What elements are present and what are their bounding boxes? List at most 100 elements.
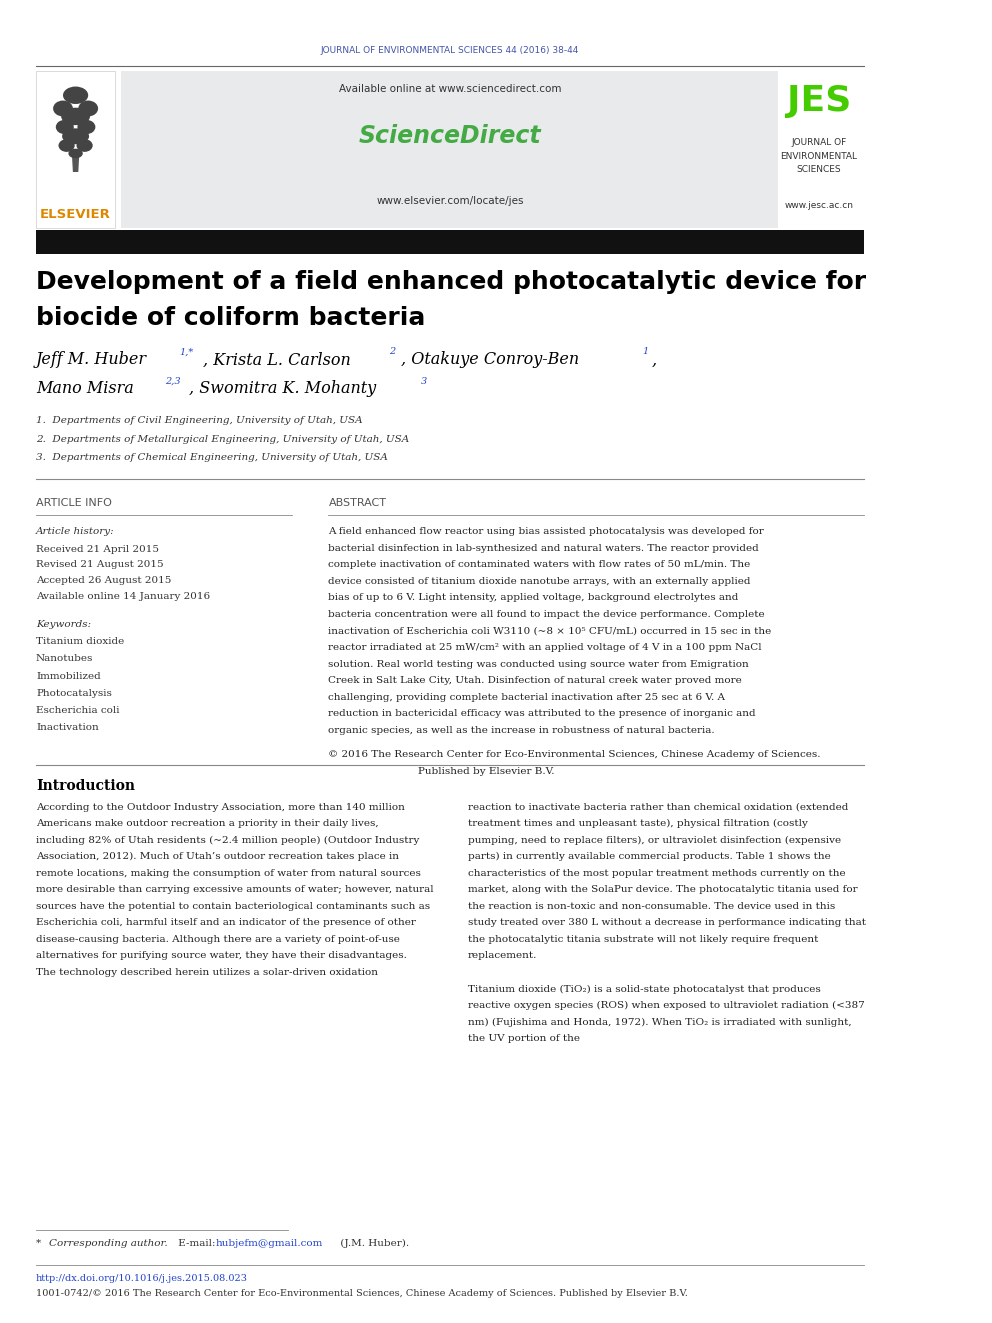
Text: hubjefm@gmail.com: hubjefm@gmail.com	[216, 1240, 323, 1248]
Text: remote locations, making the consumption of water from natural sources: remote locations, making the consumption…	[36, 869, 421, 877]
Text: 3.  Departments of Chemical Engineering, University of Utah, USA: 3. Departments of Chemical Engineering, …	[36, 454, 388, 462]
Text: (J.M. Huber).: (J.M. Huber).	[337, 1240, 410, 1248]
Text: The technology described herein utilizes a solar-driven oxidation: The technology described herein utilizes…	[36, 968, 378, 976]
Text: www.jesc.ac.cn: www.jesc.ac.cn	[785, 201, 853, 209]
Text: device consisted of titanium dioxide nanotube arrays, with an externally applied: device consisted of titanium dioxide nan…	[328, 577, 751, 586]
Text: © 2016 The Research Center for Eco-Environmental Sciences, Chinese Academy of Sc: © 2016 The Research Center for Eco-Envir…	[328, 750, 821, 759]
Text: solution. Real world testing was conducted using source water from Emigration: solution. Real world testing was conduct…	[328, 660, 749, 668]
Text: study treated over 380 L without a decrease in performance indicating that: study treated over 380 L without a decre…	[468, 918, 866, 927]
Text: reactive oxygen species (ROS) when exposed to ultraviolet radiation (<387: reactive oxygen species (ROS) when expos…	[468, 1002, 865, 1009]
Text: Revised 21 August 2015: Revised 21 August 2015	[36, 561, 164, 569]
Text: parts) in currently available commercial products. Table 1 shows the: parts) in currently available commercial…	[468, 852, 830, 861]
Text: According to the Outdoor Industry Association, more than 140 million: According to the Outdoor Industry Associ…	[36, 803, 405, 811]
Text: inactivation of Escherichia coli W3110 (~8 × 10⁵ CFU/mL) occurred in 15 sec in t: inactivation of Escherichia coli W3110 (…	[328, 627, 772, 635]
Text: Mano Misra: Mano Misra	[36, 381, 134, 397]
Text: reactor irradiated at 25 mW/cm² with an applied voltage of 4 V in a 100 ppm NaCl: reactor irradiated at 25 mW/cm² with an …	[328, 643, 762, 652]
Text: ELSEVIER: ELSEVIER	[40, 208, 111, 221]
Ellipse shape	[54, 101, 72, 116]
Text: Escherichia coli, harmful itself and an indicator of the presence of other: Escherichia coli, harmful itself and an …	[36, 918, 416, 927]
FancyBboxPatch shape	[36, 71, 115, 228]
Ellipse shape	[78, 101, 98, 116]
Text: *: *	[36, 1240, 45, 1248]
Text: 1: 1	[643, 348, 649, 356]
Text: Nanotubes: Nanotubes	[36, 655, 93, 663]
Text: alternatives for purifying source water, they have their disadvantages.: alternatives for purifying source water,…	[36, 951, 407, 960]
Text: 2: 2	[389, 348, 395, 356]
Text: Introduction: Introduction	[36, 779, 135, 792]
Ellipse shape	[56, 120, 73, 134]
Polygon shape	[72, 156, 79, 172]
Text: biocide of coliform bacteria: biocide of coliform bacteria	[36, 306, 426, 329]
Text: , Krista L. Carlson: , Krista L. Carlson	[203, 352, 351, 368]
Text: including 82% of Utah residents (~2.4 million people) (Outdoor Industry: including 82% of Utah residents (~2.4 mi…	[36, 836, 420, 844]
Text: treatment times and unpleasant taste), physical filtration (costly: treatment times and unpleasant taste), p…	[468, 819, 807, 828]
Text: 1.  Departments of Civil Engineering, University of Utah, USA: 1. Departments of Civil Engineering, Uni…	[36, 417, 363, 425]
Text: pumping, need to replace filters), or ultraviolet disinfection (expensive: pumping, need to replace filters), or ul…	[468, 836, 841, 844]
Text: Received 21 April 2015: Received 21 April 2015	[36, 545, 159, 553]
Text: reaction to inactivate bacteria rather than chemical oxidation (extended: reaction to inactivate bacteria rather t…	[468, 803, 848, 811]
Text: complete inactivation of contaminated waters with flow rates of 50 mL/min. The: complete inactivation of contaminated wa…	[328, 561, 751, 569]
Text: JOURNAL OF: JOURNAL OF	[792, 139, 846, 147]
Text: Article history:: Article history:	[36, 528, 115, 536]
Text: market, along with the SolaPur device. The photocatalytic titania used for: market, along with the SolaPur device. T…	[468, 885, 858, 894]
Text: ARTICLE INFO: ARTICLE INFO	[36, 497, 112, 508]
Text: http://dx.doi.org/10.1016/j.jes.2015.08.023: http://dx.doi.org/10.1016/j.jes.2015.08.…	[36, 1274, 248, 1282]
Text: JOURNAL OF ENVIRONMENTAL SCIENCES 44 (2016) 38-44: JOURNAL OF ENVIRONMENTAL SCIENCES 44 (20…	[320, 46, 579, 54]
Text: Escherichia coli: Escherichia coli	[36, 706, 119, 714]
Text: Photocatalysis: Photocatalysis	[36, 689, 112, 697]
Text: disease-causing bacteria. Although there are a variety of point-of-use: disease-causing bacteria. Although there…	[36, 935, 400, 943]
Text: 2,3: 2,3	[165, 377, 181, 385]
Text: reduction in bactericidal efficacy was attributed to the presence of inorganic a: reduction in bactericidal efficacy was a…	[328, 709, 756, 718]
Text: Published by Elsevier B.V.: Published by Elsevier B.V.	[419, 767, 555, 777]
Text: Jeff M. Huber: Jeff M. Huber	[36, 352, 147, 368]
Text: the photocatalytic titania substrate will not likely require frequent: the photocatalytic titania substrate wil…	[468, 935, 818, 943]
Text: nm) (Fujishima and Honda, 1972). When TiO₂ is irradiated with sunlight,: nm) (Fujishima and Honda, 1972). When Ti…	[468, 1017, 851, 1027]
Text: ScienceDirect: ScienceDirect	[359, 124, 542, 148]
Text: www.elsevier.com/locate/jes: www.elsevier.com/locate/jes	[376, 196, 524, 206]
Ellipse shape	[76, 139, 92, 152]
Text: Americans make outdoor recreation a priority in their daily lives,: Americans make outdoor recreation a prio…	[36, 819, 379, 828]
Text: Immobilized: Immobilized	[36, 672, 101, 680]
Text: replacement.: replacement.	[468, 951, 538, 960]
Ellipse shape	[62, 107, 90, 126]
Text: Development of a field enhanced photocatalytic device for: Development of a field enhanced photocat…	[36, 270, 866, 294]
Text: Association, 2012). Much of Utah’s outdoor recreation takes place in: Association, 2012). Much of Utah’s outdo…	[36, 852, 399, 861]
FancyBboxPatch shape	[121, 71, 779, 228]
Text: Available online at www.sciencedirect.com: Available online at www.sciencedirect.co…	[338, 83, 561, 94]
Text: sources have the potential to contain bacteriological contaminants such as: sources have the potential to contain ba…	[36, 902, 431, 910]
Text: Keywords:: Keywords:	[36, 620, 91, 628]
Text: A field enhanced flow reactor using bias assisted photocatalysis was developed f: A field enhanced flow reactor using bias…	[328, 528, 764, 536]
Text: 1001-0742/© 2016 The Research Center for Eco-Environmental Sciences, Chinese Aca: 1001-0742/© 2016 The Research Center for…	[36, 1290, 687, 1298]
Ellipse shape	[62, 128, 89, 144]
Text: 3: 3	[422, 377, 428, 385]
Text: organic species, as well as the increase in robustness of natural bacteria.: organic species, as well as the increase…	[328, 726, 715, 734]
Text: bacterial disinfection in lab-synthesized and natural waters. The reactor provid: bacterial disinfection in lab-synthesize…	[328, 544, 759, 553]
Text: 2.  Departments of Metallurgical Engineering, University of Utah, USA: 2. Departments of Metallurgical Engineer…	[36, 435, 410, 443]
Text: Creek in Salt Lake City, Utah. Disinfection of natural creek water proved more: Creek in Salt Lake City, Utah. Disinfect…	[328, 676, 742, 685]
Text: Inactivation: Inactivation	[36, 724, 99, 732]
Text: ABSTRACT: ABSTRACT	[328, 497, 387, 508]
Text: ,: ,	[652, 352, 657, 368]
Text: ENVIRONMENTAL: ENVIRONMENTAL	[781, 152, 857, 160]
Text: challenging, providing complete bacterial inactivation after 25 sec at 6 V. A: challenging, providing complete bacteria…	[328, 693, 725, 701]
Ellipse shape	[63, 86, 88, 105]
FancyBboxPatch shape	[36, 230, 864, 254]
Ellipse shape	[77, 120, 95, 134]
Text: bacteria concentration were all found to impact the device performance. Complete: bacteria concentration were all found to…	[328, 610, 765, 619]
Text: Titanium dioxide: Titanium dioxide	[36, 638, 124, 646]
Text: more desirable than carrying excessive amounts of water; however, natural: more desirable than carrying excessive a…	[36, 885, 434, 894]
Text: Available online 14 January 2016: Available online 14 January 2016	[36, 593, 210, 601]
Text: 1,*: 1,*	[180, 348, 193, 356]
Text: the UV portion of the: the UV portion of the	[468, 1035, 580, 1043]
Text: SCIENCES: SCIENCES	[797, 165, 841, 173]
Text: JES: JES	[787, 83, 851, 118]
Text: Accepted 26 August 2015: Accepted 26 August 2015	[36, 577, 172, 585]
Text: E-mail:: E-mail:	[176, 1240, 219, 1248]
Text: Titanium dioxide (TiO₂) is a solid-state photocatalyst that produces: Titanium dioxide (TiO₂) is a solid-state…	[468, 984, 820, 994]
Text: , Swomitra K. Mohanty: , Swomitra K. Mohanty	[189, 381, 376, 397]
Text: characteristics of the most popular treatment methods currently on the: characteristics of the most popular trea…	[468, 869, 845, 877]
Ellipse shape	[59, 139, 74, 152]
Text: bias of up to 6 V. Light intensity, applied voltage, background electrolytes and: bias of up to 6 V. Light intensity, appl…	[328, 594, 739, 602]
Text: Corresponding author.: Corresponding author.	[50, 1240, 168, 1248]
Text: , Otakuye Conroy-Ben: , Otakuye Conroy-Ben	[402, 352, 579, 368]
